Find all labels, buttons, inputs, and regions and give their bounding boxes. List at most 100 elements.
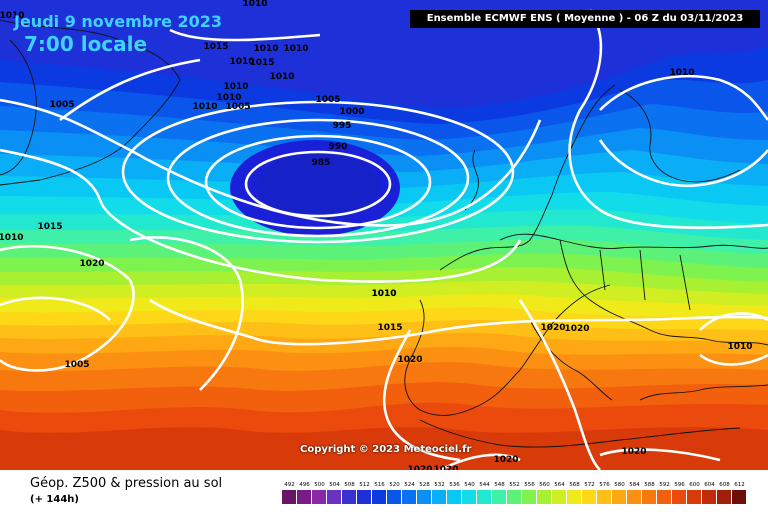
isobar-label: 1020 [407, 465, 432, 470]
isobar-label: 1010 [242, 0, 267, 9]
legend-swatch [462, 490, 476, 504]
legend-tick-label: 588 [644, 482, 655, 488]
legend-swatch [627, 490, 641, 504]
legend-tick-label: 568 [569, 482, 580, 488]
legend-tick-label: 556 [524, 482, 535, 488]
legend-swatch [582, 490, 596, 504]
legend-swatch [312, 490, 326, 504]
legend-swatch [342, 490, 356, 504]
isobar-label: 1015 [249, 58, 274, 68]
legend-tick-label: 560 [539, 482, 550, 488]
legend-swatch [357, 490, 371, 504]
legend-swatch [537, 490, 551, 504]
legend-swatch [687, 490, 701, 504]
legend-swatch [447, 490, 461, 504]
coastlines [0, 19, 768, 448]
isobar-label: 1020 [433, 465, 458, 470]
legend-tick-label: 592 [659, 482, 670, 488]
legend-swatch [567, 490, 581, 504]
legend-tick-label: 580 [614, 482, 625, 488]
weather-map: 1010 1010 1015 1010 1010 1010 1015 1010 … [0, 0, 768, 470]
isobar-label: 1010 [223, 82, 248, 92]
isobar-label: 1010 [229, 57, 254, 67]
legend-tick-label: 612 [734, 482, 745, 488]
legend-tick-label: 496 [299, 482, 310, 488]
legend-tick-label: 536 [449, 482, 460, 488]
isobar-label: 1015 [203, 42, 228, 52]
legend-swatch [417, 490, 431, 504]
color-scale-legend: 492 496 500 504 508 512 516 520 524 528 532 536 540 5… [282, 479, 760, 507]
legend-tick-label: 528 [419, 482, 430, 488]
isobar-label: 1010 [371, 289, 396, 299]
isobars [0, 9, 768, 470]
isobar-label: 1010 [371, 289, 396, 299]
isobar-label: 985 [312, 158, 331, 168]
isobar-labels: 1010 1010 1015 1010 1010 1010 1015 1010 … [0, 0, 753, 470]
forecast-time: 7:00 locale [24, 32, 148, 56]
isobar-label: 1020 [540, 323, 565, 333]
forecast-date: Jeudi 9 novembre 2023 [14, 12, 223, 31]
isobar-label: 1010 [727, 342, 752, 352]
isobar-label: 1005 [225, 102, 250, 112]
legend-swatch [552, 490, 566, 504]
legend-swatch [597, 490, 611, 504]
isobar-label: 1010 [283, 44, 308, 54]
isobar-label: 1010 [0, 11, 25, 21]
isobar-label: 1005 [49, 100, 74, 110]
legend-swatch [477, 490, 491, 504]
isobar-label: 990 [329, 142, 348, 152]
legend-tick-label: 584 [629, 482, 640, 488]
legend-tick-label: 600 [689, 482, 700, 488]
isobar-label: 1010 [0, 233, 24, 243]
legend-swatch [432, 490, 446, 504]
legend-swatch [702, 490, 716, 504]
isobar-label: 1015 [377, 323, 402, 333]
legend-tick-label: 596 [674, 482, 685, 488]
legend-swatch [732, 490, 746, 504]
legend-swatch [282, 490, 296, 504]
isobar-label: 1020 [564, 324, 589, 334]
legend-swatch [657, 490, 671, 504]
legend-swatch [672, 490, 686, 504]
isobar-label: 1020 [621, 447, 646, 457]
legend-tick-label: 516 [374, 482, 385, 488]
legend-tick-label: 504 [329, 482, 340, 488]
isobar-label: 1010 [253, 44, 278, 54]
legend-tick-label: 572 [584, 482, 595, 488]
legend-tick-label: 576 [599, 482, 610, 488]
isobar-label: 1020 [493, 455, 518, 465]
legend-tick-label: 544 [479, 482, 490, 488]
isobar-label: 1005 [315, 95, 340, 105]
legend-swatch [297, 490, 311, 504]
isobar-label: 995 [333, 121, 352, 131]
isobar-label: 1010 [669, 68, 694, 78]
legend-swatch [372, 490, 386, 504]
legend-swatch [492, 490, 506, 504]
copyright-text: Copyright © 2023 Meteociel.fr [300, 444, 472, 455]
forecast-lead-time: (+ 144h) [30, 494, 79, 505]
legend-tick-label: 520 [389, 482, 400, 488]
legend-tick-label: 500 [314, 482, 325, 488]
legend-swatch [717, 490, 731, 504]
legend-tick-label: 564 [554, 482, 565, 488]
legend-tick-label: 508 [344, 482, 355, 488]
legend-tick-label: 492 [284, 482, 295, 488]
legend-tick-label: 608 [719, 482, 730, 488]
legend-tick-label: 512 [359, 482, 370, 488]
isobar-label: 1005 [64, 360, 89, 370]
isobar-label: 1015 [37, 222, 62, 232]
isobar-label: 1010 [269, 72, 294, 82]
legend-tick-label: 524 [404, 482, 415, 488]
legend-tick-label: 532 [434, 482, 445, 488]
isobar-label: 1010 [192, 102, 217, 112]
map-parameter-title: Géop. Z500 & pression au sol [30, 476, 223, 491]
legend-tick-label: 548 [494, 482, 505, 488]
legend-tick-label: 552 [509, 482, 520, 488]
legend-swatch [612, 490, 626, 504]
legend-swatch [522, 490, 536, 504]
legend-swatch [402, 490, 416, 504]
model-banner: Ensemble ECMWF ENS ( Moyenne ) - 06 Z du… [410, 10, 760, 28]
legend-swatch [507, 490, 521, 504]
legend-swatch [327, 490, 341, 504]
legend-swatch [387, 490, 401, 504]
